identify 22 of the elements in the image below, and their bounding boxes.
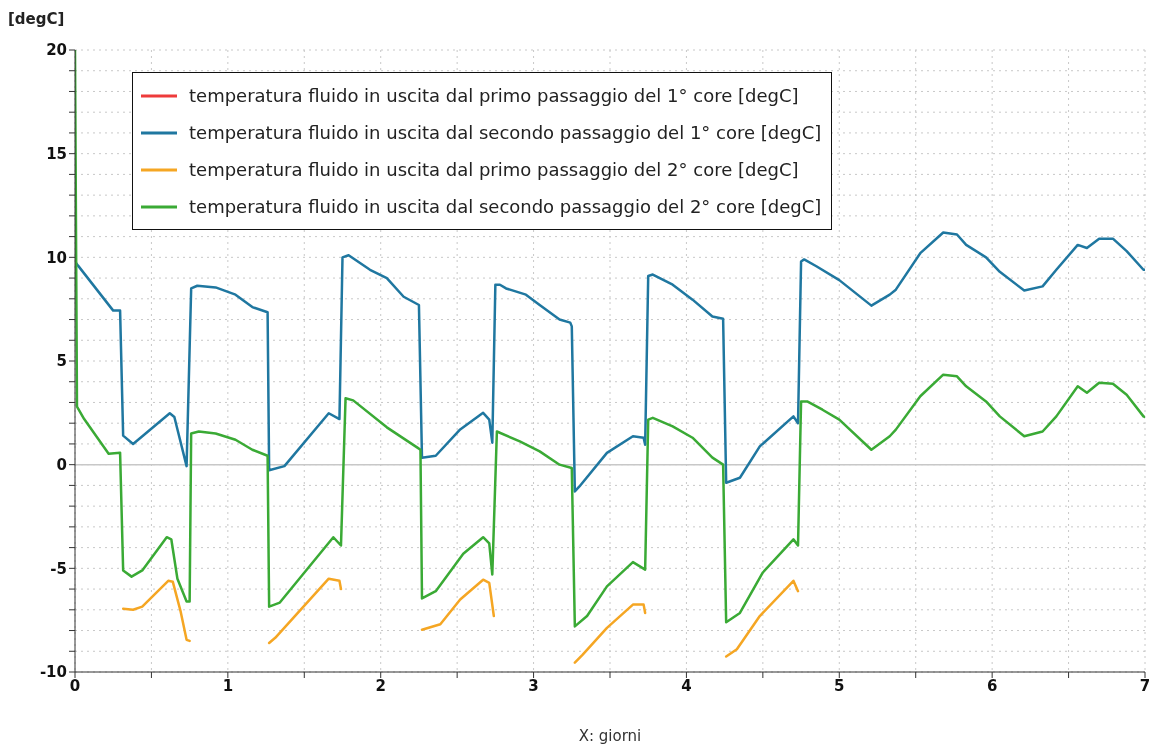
x-tick-label: 1 [222, 676, 234, 695]
x-tick-label: 6 [986, 676, 998, 695]
y-tick-label: 20 [46, 41, 67, 60]
y-tick-label: 5 [56, 352, 67, 371]
line-series [75, 231, 1145, 493]
legend-label: temperatura fluido in uscita dal primo passaggio del 1° core [degC] [189, 85, 799, 106]
x-axis-title: X: giorni [578, 727, 642, 745]
y-tick-label: -5 [50, 559, 67, 578]
legend-label: temperatura fluido in uscita dal secondo passaggio del 2° core [degC] [189, 196, 822, 217]
x-tick-label: 3 [528, 676, 539, 695]
y-axis-title: [degC] [8, 10, 65, 28]
x-tick-label: 0 [69, 676, 81, 695]
y-tick-label: 10 [46, 248, 67, 267]
legend-label: temperatura fluido in uscita dal secondo passaggio del 1° core [degC] [189, 122, 822, 143]
x-tick-label: 7 [1139, 676, 1151, 695]
y-tick-label: -10 [39, 663, 67, 682]
x-tick-label: 5 [834, 676, 845, 695]
x-tick-label: 2 [375, 676, 386, 695]
y-tick-label: 0 [56, 455, 67, 474]
x-tick-label: 4 [681, 676, 692, 695]
legend-label: temperatura fluido in uscita dal primo passaggio del 2° core [degC] [189, 159, 799, 180]
y-tick-label: 15 [46, 144, 67, 163]
